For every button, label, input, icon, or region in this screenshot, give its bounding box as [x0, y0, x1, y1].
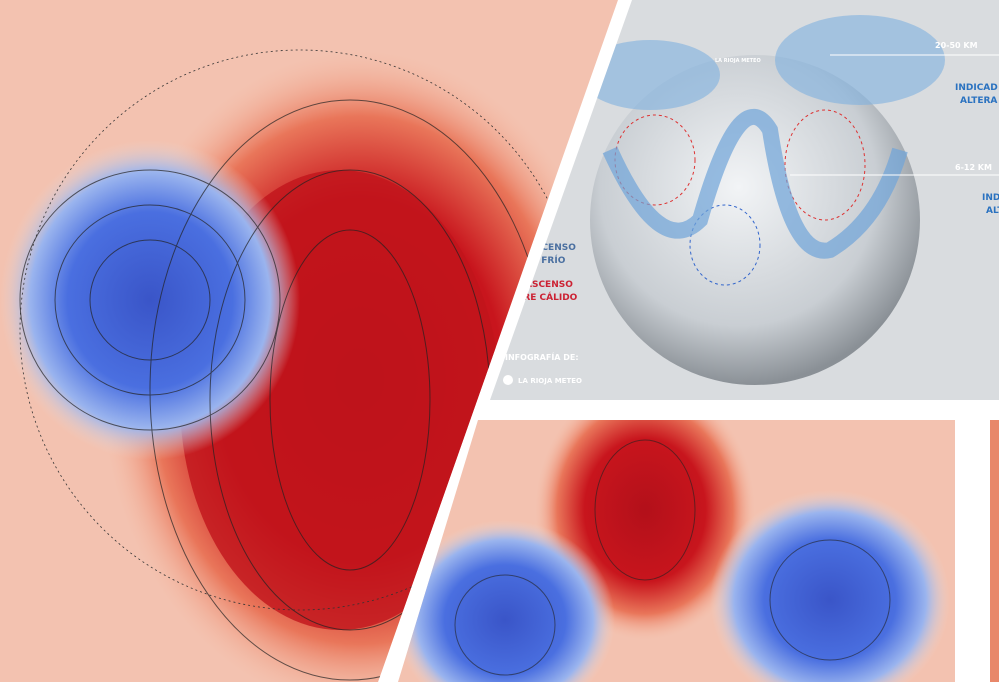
- logo: [503, 375, 513, 385]
- side-label: INDICAD: [955, 83, 998, 93]
- watermark: LA RIOJA METEO: [715, 58, 761, 64]
- layer-label: 20-50 KM: [935, 41, 978, 50]
- legend-text: ASCENSO: [525, 280, 573, 290]
- side-label: ALT: [986, 206, 999, 216]
- next-panel: [990, 420, 999, 682]
- credit: INFOGRAFÍA DE:: [505, 351, 579, 362]
- legend-text: E FRÍO: [532, 254, 566, 266]
- legend-text: IRE CÁLIDO: [520, 291, 578, 303]
- brand: LA RIOJA METEO: [518, 377, 582, 385]
- bottom-map: [398, 420, 955, 682]
- side-label: IND: [982, 193, 999, 203]
- legend-text: ASCENSO: [528, 243, 576, 253]
- side-label: ALTERA: [960, 96, 997, 106]
- layer-label: 6-12 KM: [955, 163, 992, 172]
